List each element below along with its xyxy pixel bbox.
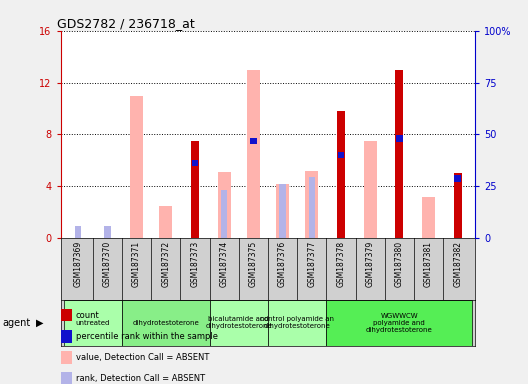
Text: GSM187372: GSM187372 [161, 241, 171, 287]
Bar [218, 172, 231, 238]
Text: GSM187378: GSM187378 [336, 241, 345, 287]
Text: untreated: untreated [76, 319, 110, 326]
Bar [104, 227, 111, 238]
Text: GDS2782 / 236718_at: GDS2782 / 236718_at [56, 17, 194, 30]
Bar [455, 175, 461, 182]
Text: GSM187375: GSM187375 [249, 241, 258, 287]
Bar [276, 184, 289, 238]
Text: dihydrotestoterone: dihydrotestoterone [133, 319, 199, 326]
Text: value, Detection Call = ABSENT: value, Detection Call = ABSENT [76, 353, 209, 362]
Text: percentile rank within the sample: percentile rank within the sample [76, 332, 218, 341]
Text: ▶: ▶ [36, 318, 43, 328]
Bar [64, 300, 122, 346]
Bar [130, 96, 143, 238]
Text: GSM187382: GSM187382 [453, 241, 462, 287]
Text: bicalutamide and
dihydrotestoterone: bicalutamide and dihydrotestoterone [205, 316, 272, 329]
Bar [364, 141, 376, 238]
Bar [268, 300, 326, 346]
Bar [247, 70, 260, 238]
Bar [396, 135, 402, 142]
Bar [210, 300, 268, 346]
Text: GSM187380: GSM187380 [395, 241, 404, 287]
Bar [191, 141, 199, 238]
Bar [279, 184, 286, 238]
Text: GSM187379: GSM187379 [365, 241, 375, 287]
Bar [308, 177, 315, 238]
Bar [192, 160, 198, 166]
Text: GSM187369: GSM187369 [74, 241, 83, 287]
Bar [395, 70, 403, 238]
Text: GSM187371: GSM187371 [132, 241, 141, 287]
Text: count: count [76, 311, 99, 320]
Bar [337, 111, 345, 238]
Bar [221, 190, 228, 238]
Bar [250, 137, 257, 144]
Text: GSM187377: GSM187377 [307, 241, 316, 287]
Text: GSM187381: GSM187381 [424, 241, 433, 287]
Bar [159, 206, 172, 238]
Bar [454, 173, 462, 238]
Text: GSM187370: GSM187370 [103, 241, 112, 287]
Text: control polyamide an
dihydrotestoterone: control polyamide an dihydrotestoterone [260, 316, 334, 329]
Bar [305, 170, 318, 238]
Text: WGWWCW
polyamide and
dihydrotestoterone: WGWWCW polyamide and dihydrotestoterone [366, 313, 432, 333]
Text: agent: agent [3, 318, 31, 328]
Bar [75, 227, 81, 238]
Text: GSM187374: GSM187374 [220, 241, 229, 287]
Bar [326, 300, 472, 346]
Bar [338, 152, 344, 158]
Text: rank, Detection Call = ABSENT: rank, Detection Call = ABSENT [76, 374, 205, 383]
Text: GSM187376: GSM187376 [278, 241, 287, 287]
Bar [122, 300, 210, 346]
Text: GSM187373: GSM187373 [191, 241, 200, 287]
Bar [422, 197, 435, 238]
